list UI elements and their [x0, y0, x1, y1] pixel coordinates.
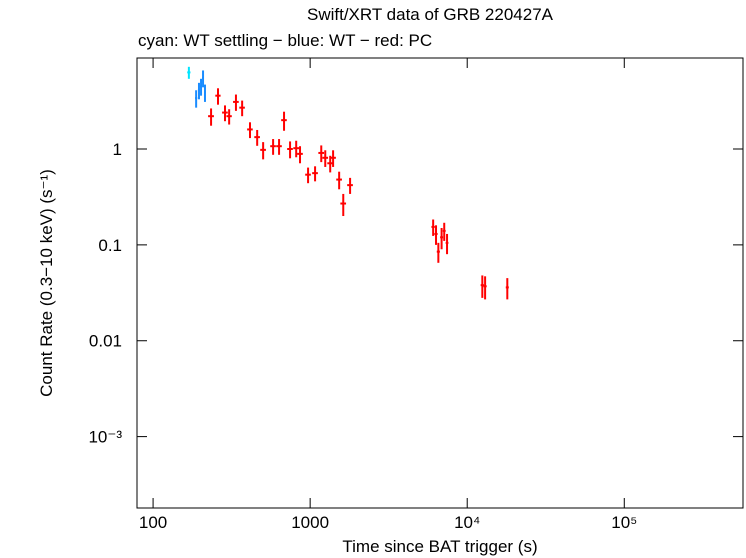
plot-frame [136, 57, 744, 509]
x-tick-label: 10⁵ [611, 513, 637, 532]
x-axis-label: Time since BAT trigger (s) [342, 537, 537, 556]
y-tick-label: 10⁻³ [88, 428, 122, 447]
y-tick-label: 0.1 [98, 236, 122, 255]
x-tick-label: 10⁴ [454, 513, 480, 532]
x-tick-label: 1000 [291, 513, 329, 532]
x-tick-label: 100 [139, 513, 167, 532]
chart-subtitle: cyan: WT settling − blue: WT − red: PC [138, 31, 432, 50]
y-tick-label: 0.01 [89, 332, 122, 351]
y-axis-label: Count Rate (0.3−10 keV) (s⁻¹) [37, 169, 56, 397]
chart-title: Swift/XRT data of GRB 220427A [307, 5, 554, 24]
y-tick-label: 1 [113, 140, 122, 159]
